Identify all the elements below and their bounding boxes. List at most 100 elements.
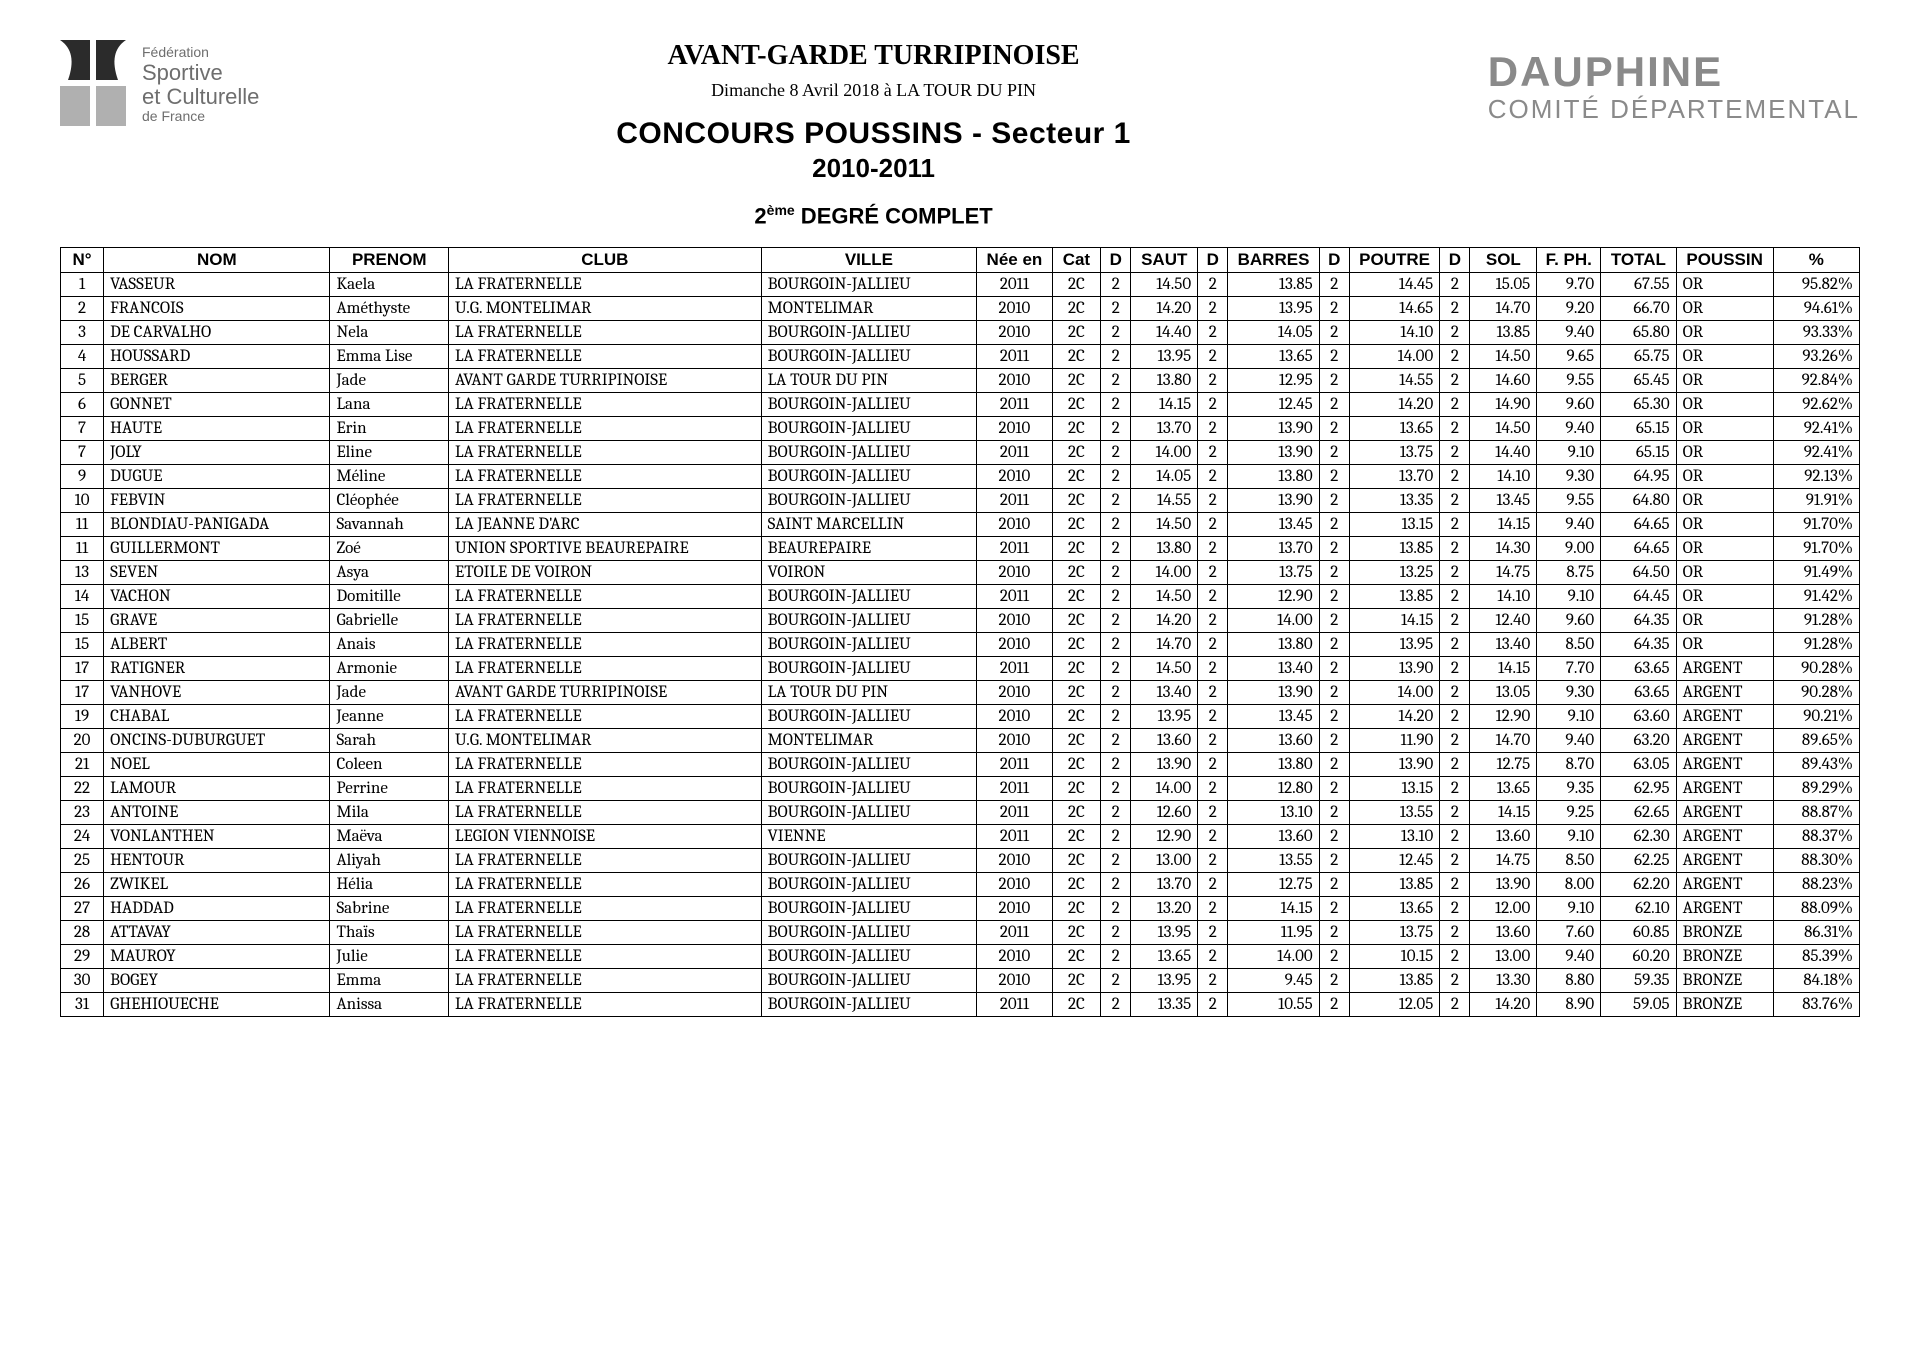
cell: OR xyxy=(1676,441,1773,465)
cell: 14 xyxy=(61,585,104,609)
cell: 2 xyxy=(1319,993,1349,1017)
cell: 2 xyxy=(1101,969,1131,993)
org-line3: et Culturelle xyxy=(142,85,259,109)
cell: 2 xyxy=(1198,993,1228,1017)
cell: 65.80 xyxy=(1601,321,1676,345)
cell: 2C xyxy=(1052,345,1101,369)
cell: HOUSSARD xyxy=(104,345,330,369)
cell: 2 xyxy=(1198,897,1228,921)
cell: 91.70% xyxy=(1773,513,1859,537)
cell: 63.60 xyxy=(1601,705,1676,729)
cell: OR xyxy=(1676,513,1773,537)
cell: 2 xyxy=(1101,369,1131,393)
cell: GHEHIOUECHE xyxy=(104,993,330,1017)
cell: 13.15 xyxy=(1349,513,1439,537)
cell: 2 xyxy=(1198,969,1228,993)
cell: 88.30% xyxy=(1773,849,1859,873)
cell: 2C xyxy=(1052,753,1101,777)
cell: 2C xyxy=(1052,993,1101,1017)
cell: 2C xyxy=(1052,969,1101,993)
table-row: 1VASSEURKaelaLA FRATERNELLEBOURGOIN-JALL… xyxy=(61,273,1860,297)
cell: NOEL xyxy=(104,753,330,777)
cell: 13.85 xyxy=(1470,321,1537,345)
cell: 2C xyxy=(1052,465,1101,489)
cell: 13.70 xyxy=(1131,873,1198,897)
cell: 2010 xyxy=(977,729,1052,753)
cell: BEAUREPAIRE xyxy=(761,537,977,561)
cell: 2 xyxy=(1440,585,1470,609)
cell: 13.60 xyxy=(1470,825,1537,849)
cell: 14.50 xyxy=(1131,273,1198,297)
cell: 2C xyxy=(1052,729,1101,753)
cell: 14.20 xyxy=(1470,993,1537,1017)
cell: BRONZE xyxy=(1676,921,1773,945)
cell: 2 xyxy=(1198,657,1228,681)
cell: 14.00 xyxy=(1228,945,1319,969)
cell: 13.95 xyxy=(1131,921,1198,945)
cell: 2 xyxy=(1101,945,1131,969)
col-header: CLUB xyxy=(449,248,762,273)
cell: Coleen xyxy=(330,753,449,777)
cell: 9.60 xyxy=(1537,393,1601,417)
cell: ALBERT xyxy=(104,633,330,657)
cell: ARGENT xyxy=(1676,705,1773,729)
cell: 8.70 xyxy=(1537,753,1601,777)
cell: 2011 xyxy=(977,393,1052,417)
table-row: 2FRANCOISAméthysteU.G. MONTELIMARMONTELI… xyxy=(61,297,1860,321)
cell: 14.00 xyxy=(1349,345,1439,369)
cell: OR xyxy=(1676,369,1773,393)
cell: BRONZE xyxy=(1676,993,1773,1017)
cell: 4 xyxy=(61,345,104,369)
cell: 2 xyxy=(1319,897,1349,921)
cell: Asya xyxy=(330,561,449,585)
cell: ARGENT xyxy=(1676,825,1773,849)
cell: OR xyxy=(1676,585,1773,609)
cell: 13.75 xyxy=(1349,921,1439,945)
cell: GUILLERMONT xyxy=(104,537,330,561)
cell: 12.80 xyxy=(1228,777,1319,801)
cell: CHABAL xyxy=(104,705,330,729)
cell: Anais xyxy=(330,633,449,657)
cell: 91.28% xyxy=(1773,633,1859,657)
cell: 2 xyxy=(1440,345,1470,369)
cell: 2010 xyxy=(977,561,1052,585)
col-header: Cat xyxy=(1052,248,1101,273)
cell: 2 xyxy=(1101,633,1131,657)
cell: 14.70 xyxy=(1470,297,1537,321)
cell: 2010 xyxy=(977,369,1052,393)
cell: 63.20 xyxy=(1601,729,1676,753)
table-row: 19CHABALJeanneLA FRATERNELLEBOURGOIN-JAL… xyxy=(61,705,1860,729)
cell: 2011 xyxy=(977,801,1052,825)
cell: 2 xyxy=(1319,489,1349,513)
cell: LA FRATERNELLE xyxy=(449,489,762,513)
cell: 2 xyxy=(1101,849,1131,873)
cell: 8.50 xyxy=(1537,849,1601,873)
cell: 2 xyxy=(1198,513,1228,537)
cell: 2 xyxy=(1101,897,1131,921)
cell: 14.75 xyxy=(1470,561,1537,585)
cell: 2 xyxy=(1319,537,1349,561)
cell: 14.10 xyxy=(1470,465,1537,489)
cell: LA FRATERNELLE xyxy=(449,465,762,489)
cell: 2 xyxy=(1440,921,1470,945)
org-line1: Fédération xyxy=(142,45,259,60)
cell: 2C xyxy=(1052,705,1101,729)
degree-sup: ème xyxy=(767,202,795,218)
cell: 13.00 xyxy=(1131,849,1198,873)
cell: 2 xyxy=(1198,849,1228,873)
cell: 5 xyxy=(61,369,104,393)
cell: 14.70 xyxy=(1131,633,1198,657)
event-years: 2010-2011 xyxy=(259,153,1487,184)
cell: ZWIKEL xyxy=(104,873,330,897)
cell: 8.90 xyxy=(1537,993,1601,1017)
cell: 13.20 xyxy=(1131,897,1198,921)
cell: 14.55 xyxy=(1131,489,1198,513)
cell: 2 xyxy=(1101,993,1131,1017)
cell: 14.50 xyxy=(1131,585,1198,609)
cell: 2 xyxy=(1101,825,1131,849)
cell: Perrine xyxy=(330,777,449,801)
cell: 84.18% xyxy=(1773,969,1859,993)
cell: 9.55 xyxy=(1537,369,1601,393)
cell: 14.50 xyxy=(1470,345,1537,369)
cell: 2 xyxy=(1319,417,1349,441)
